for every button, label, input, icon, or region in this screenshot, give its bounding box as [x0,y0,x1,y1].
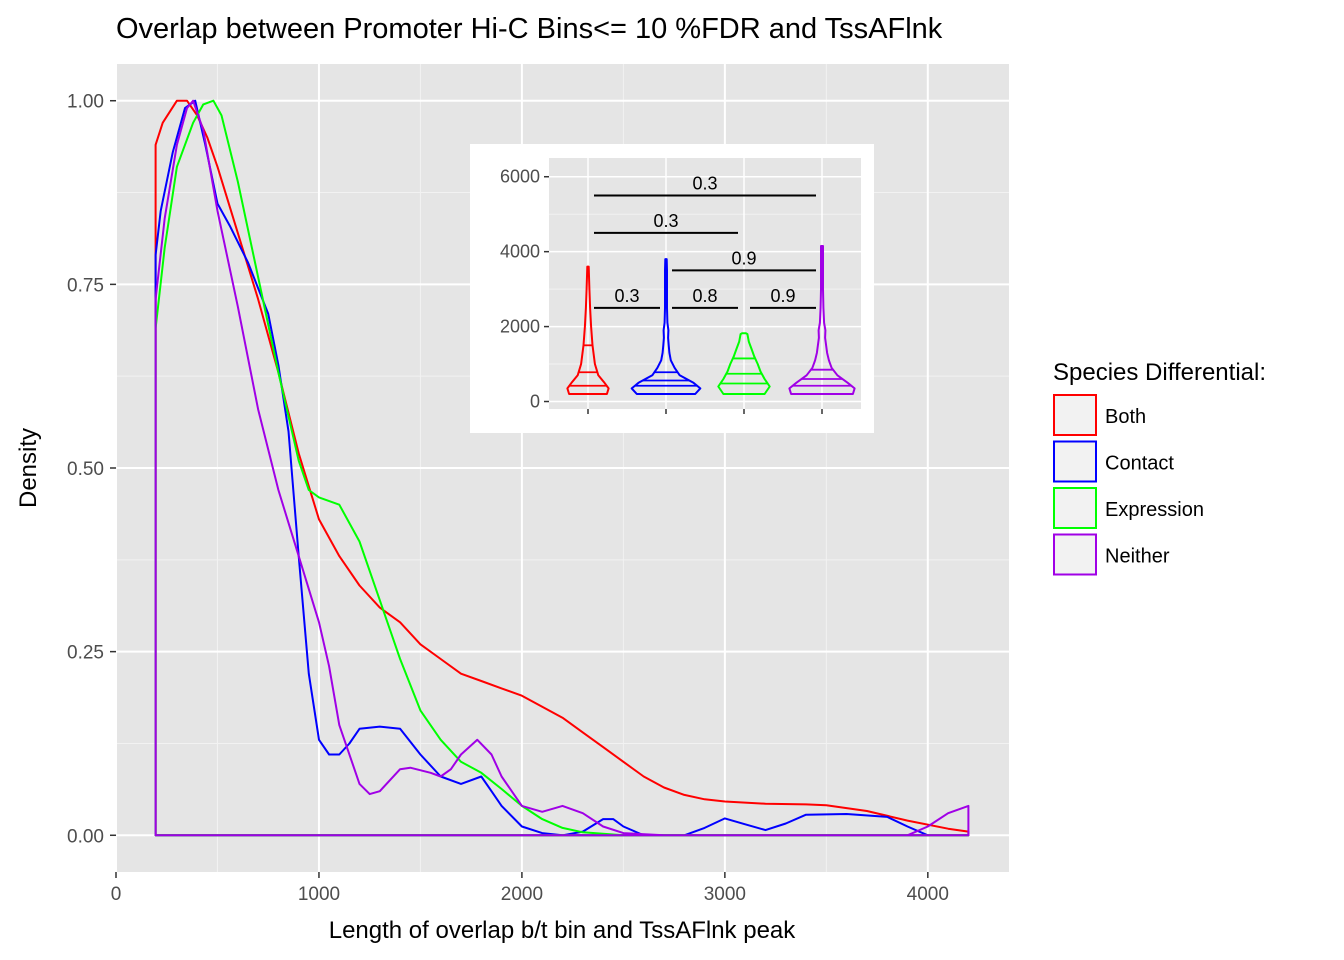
density-curve-contact [154,99,970,837]
comparison-p-value: 0.9 [731,248,756,268]
inset-y-tick-label: 2000 [500,317,540,337]
legend: Species Differential: Both Contact Express… [1053,359,1266,576]
x-tick-label: 0 [111,884,122,905]
y-axis-title: Density [15,428,42,508]
x-tick-label: 2000 [501,884,543,905]
y-tick-label: 1.00 [67,92,104,113]
y-tick-label: 0.50 [67,459,104,480]
inset-comparisons: 0.3 0.3 0.9 0.3 0.8 0.9 [594,173,816,309]
x-tick-label: 4000 [907,884,949,905]
legend-title: Species Differential: [1053,359,1266,386]
legend-key-neither [1053,533,1097,576]
legend-key-both [1053,394,1097,436]
violin-contact [630,258,702,395]
y-tick-label: 0.75 [67,275,104,296]
legend-key-expression [1053,487,1097,529]
chart-title: Overlap between Promoter Hi-C Bins<= 10 … [116,13,943,45]
y-tick-label: 0.00 [67,826,104,847]
main-axes: 0 1000 2000 3000 4000 0.00 0.25 0.50 0.75 1.00 [67,92,949,905]
legend-label-contact: Contact [1105,453,1174,475]
legend-label-both: Both [1105,406,1146,428]
comparison-p-value: 0.9 [770,286,795,306]
y-tick-label: 0.25 [67,643,104,664]
inset-axes: 0 2000 4000 6000 [500,167,823,414]
inset-y-tick-label: 4000 [500,242,540,262]
x-tick-label: 1000 [298,884,340,905]
inset-plot-panel [549,158,861,409]
violin-expression [717,332,771,395]
legend-items: Both Contact Expression Neither [1053,394,1204,576]
comparison-p-value: 0.3 [614,286,639,306]
x-tick-label: 3000 [704,884,746,905]
density-curve-both [154,99,970,837]
density-curve-neither [154,99,970,837]
inset-violins [566,245,856,395]
inset-y-tick-label: 0 [530,392,540,412]
legend-label-neither: Neither [1105,546,1170,568]
x-axis-title: Length of overlap b/t bin and TssAFlnk p… [329,917,797,944]
legend-key-contact [1053,440,1097,483]
comparison-p-value: 0.3 [692,173,717,193]
inset-violin-plot: 0.3 0.3 0.9 0.3 0.8 0.9 0 2000 4000 6000 [470,144,874,433]
comparison-p-value: 0.8 [692,286,717,306]
density-curve-expression [154,99,970,837]
density-series-layer [154,99,970,837]
inset-y-tick-label: 6000 [500,167,540,187]
legend-label-expression: Expression [1105,499,1204,521]
comparison-p-value: 0.3 [653,211,678,231]
violin-both [566,265,610,395]
violin-neither [788,245,856,395]
